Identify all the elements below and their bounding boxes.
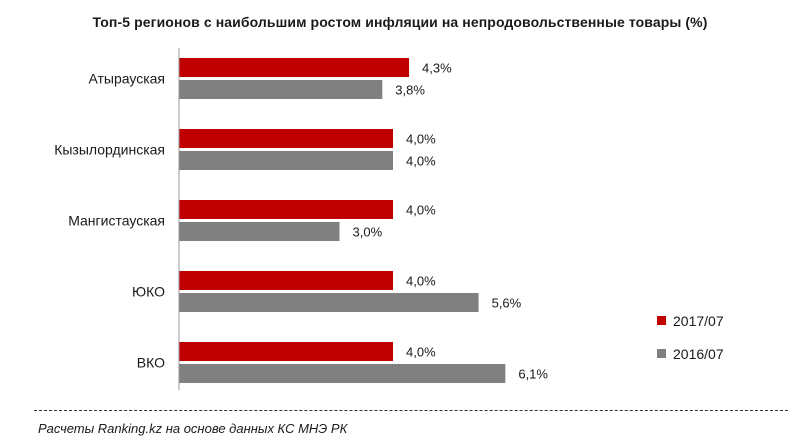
bar-2017-07 xyxy=(179,200,393,219)
bar-2016-07 xyxy=(179,80,383,99)
data-label: 4,0% xyxy=(406,154,436,169)
source-note: Расчеты Ranking.kz на основе данных КС М… xyxy=(38,421,348,436)
footer-divider xyxy=(34,410,788,411)
category-label: Мангистауская xyxy=(68,213,165,229)
data-label: 3,0% xyxy=(353,225,383,240)
category-label: ВКО xyxy=(137,355,165,371)
data-label: 4,0% xyxy=(406,203,436,218)
legend-swatch xyxy=(657,316,666,325)
bars-layer: Атырауская 4,3% 3,8% Кызылординская 4,0% 4,0%… xyxy=(54,58,548,383)
legend-swatch xyxy=(657,349,666,358)
data-label: 3,8% xyxy=(395,83,425,98)
bar-2017-07 xyxy=(179,58,410,77)
category-label: Атырауская xyxy=(88,71,165,87)
data-label: 4,3% xyxy=(422,61,452,76)
chart-title: Топ-5 регионов с наибольшим ростом инфля… xyxy=(92,14,708,30)
bar-2017-07 xyxy=(179,129,393,148)
category-label: Кызылординская xyxy=(54,142,165,158)
bar-2016-07 xyxy=(179,293,479,312)
bar-2016-07 xyxy=(179,364,506,383)
bar-2017-07 xyxy=(179,342,393,361)
bar-chart: Атырауская 4,3% 3,8% Кызылординская 4,0% 4,0%… xyxy=(54,48,724,390)
data-label: 4,0% xyxy=(406,274,436,289)
bar-2016-07 xyxy=(179,151,393,170)
data-label: 5,6% xyxy=(492,296,522,311)
bar-2016-07 xyxy=(179,222,340,241)
legend-label: 2016/07 xyxy=(673,346,724,362)
legend-label: 2017/07 xyxy=(673,313,724,329)
category-label: ЮКО xyxy=(132,284,165,300)
legend: 2017/07 2016/07 xyxy=(657,313,724,362)
data-label: 4,0% xyxy=(406,132,436,147)
data-label: 6,1% xyxy=(518,367,548,382)
bar-2017-07 xyxy=(179,271,393,290)
data-label: 4,0% xyxy=(406,345,436,360)
